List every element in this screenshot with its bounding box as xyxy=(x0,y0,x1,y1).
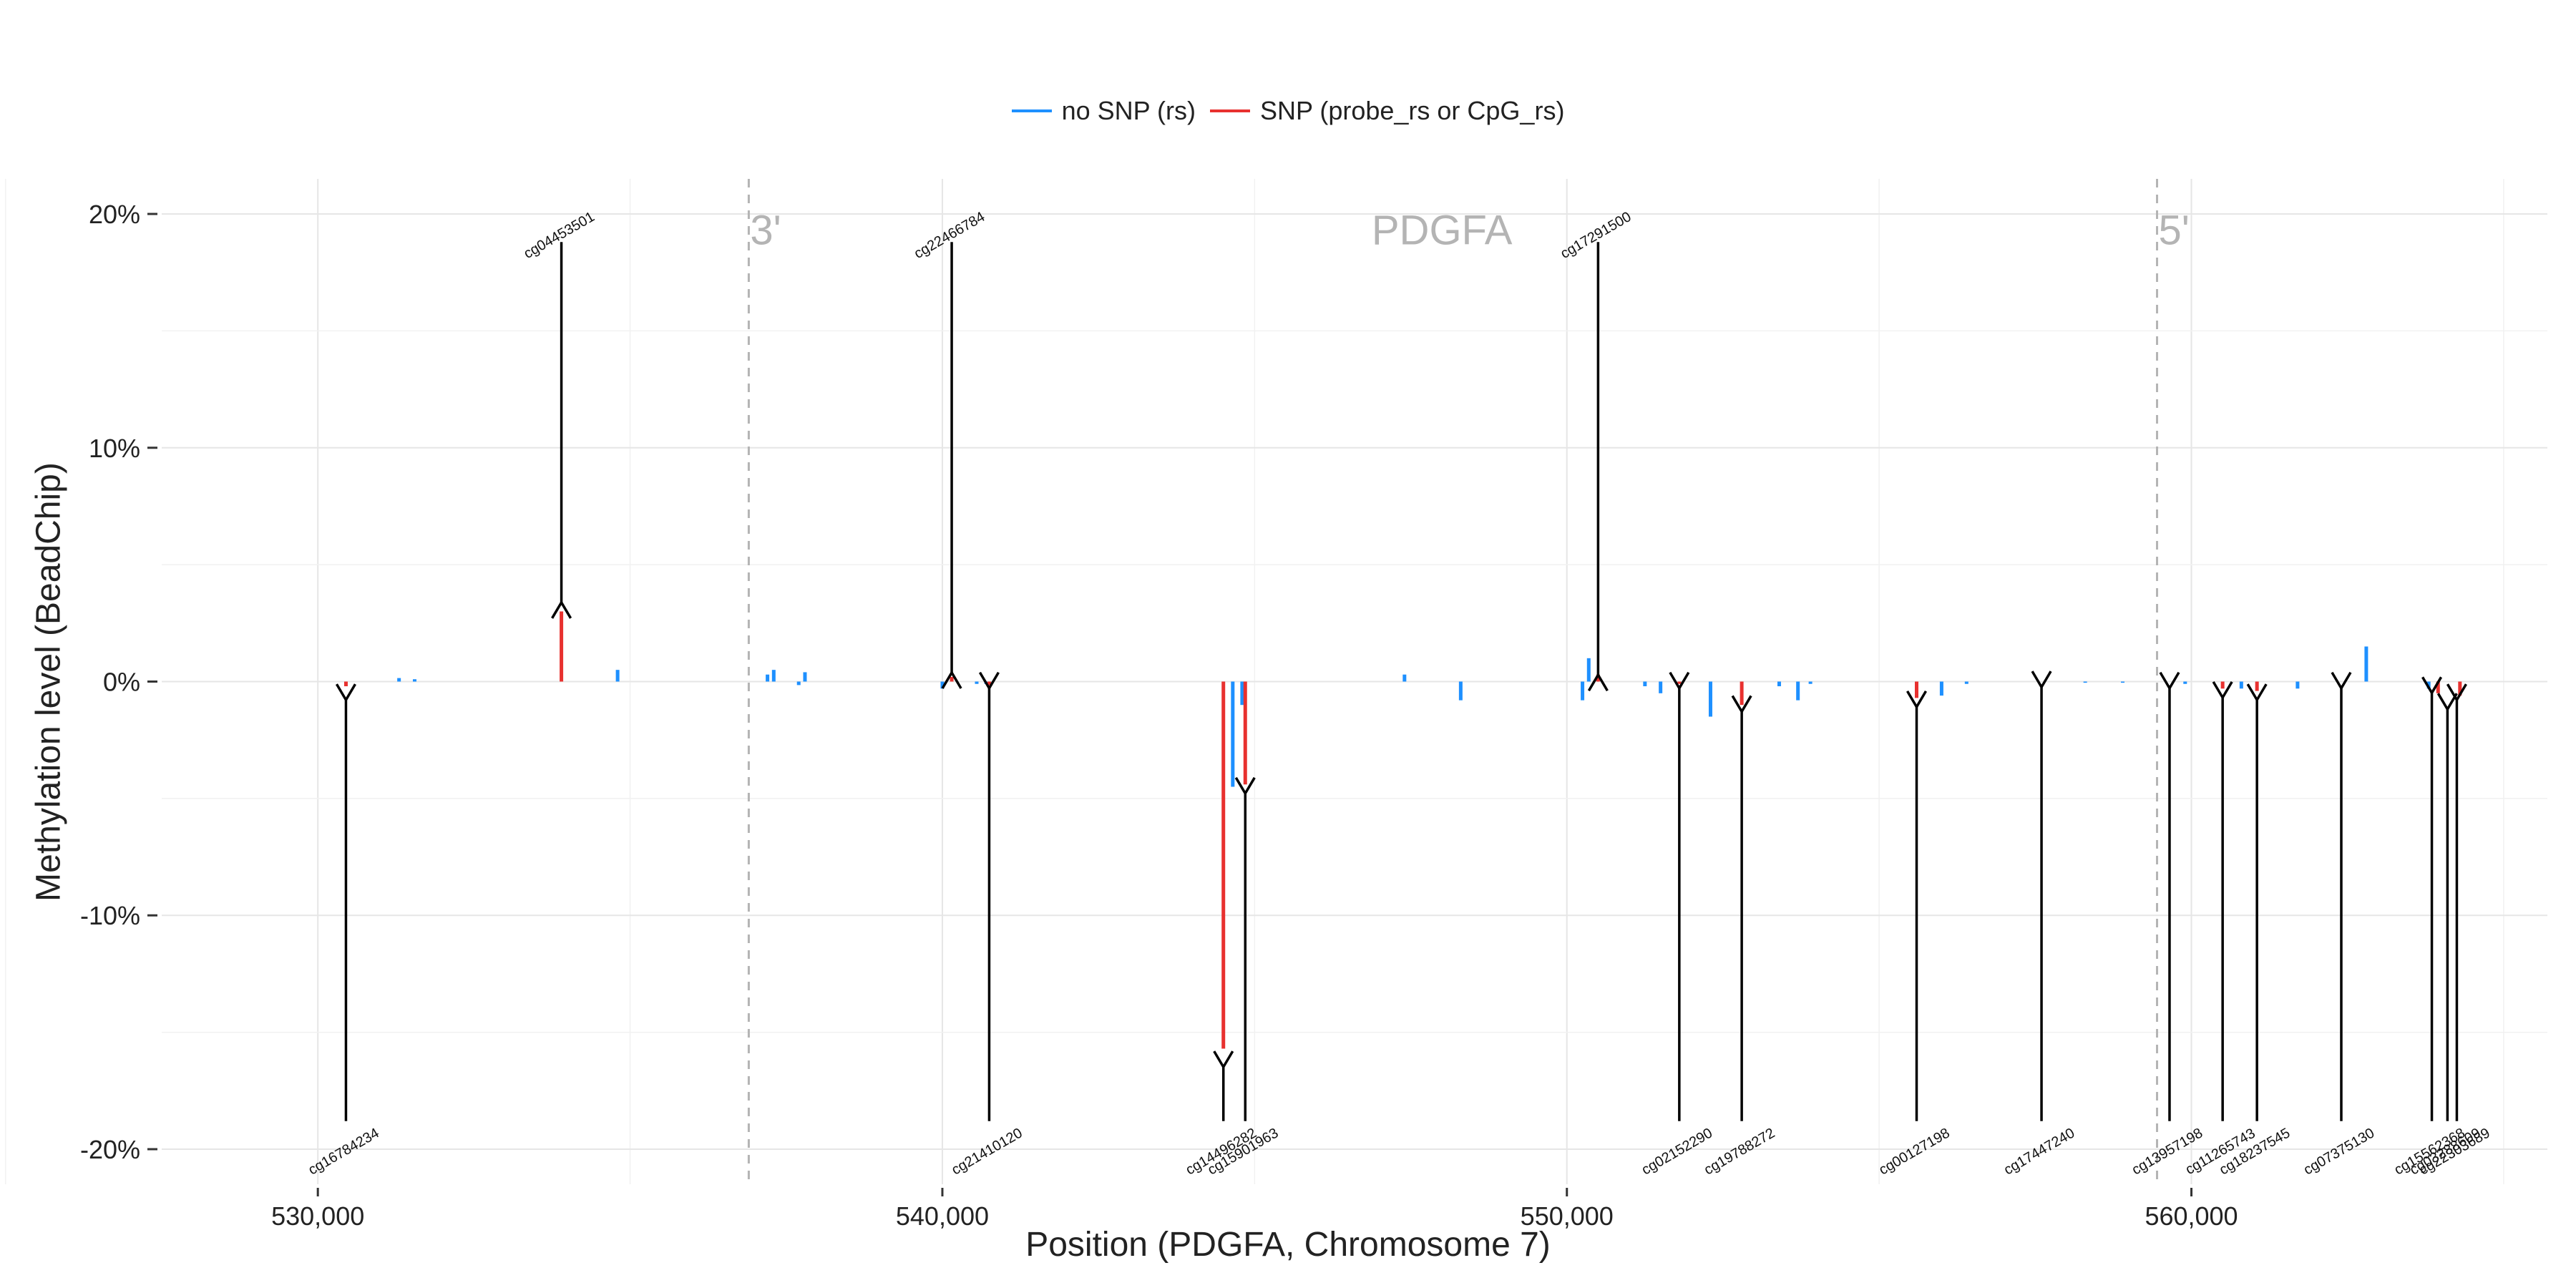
bar-snp xyxy=(343,681,348,687)
arrow-head xyxy=(1587,672,1609,692)
y-tick-label: 20% xyxy=(89,200,140,229)
bar-no-snp xyxy=(397,678,401,682)
bar-snp xyxy=(1677,681,1682,684)
legend: no SNP (rs) SNP (probe_rs or CpG_rs) xyxy=(0,96,2576,126)
legend-swatch-no-snp xyxy=(1011,109,1052,112)
gene-end-label: 5' xyxy=(2159,207,2190,253)
legend-item-snp: SNP (probe_rs or CpG_rs) xyxy=(1209,96,1565,126)
arrow-head xyxy=(1731,695,1752,714)
y-tick-label: -10% xyxy=(80,901,140,930)
bar-no-snp xyxy=(2183,681,2187,684)
x-tick-label: 530,000 xyxy=(271,1201,364,1231)
x-axis-title: Position (PDGFA, Chromosome 7) xyxy=(1025,1226,1551,1264)
bar-snp xyxy=(1740,681,1744,706)
bar-no-snp xyxy=(1581,681,1585,701)
probe-label: cg07375130 xyxy=(2301,1126,2377,1179)
arrow-head xyxy=(1669,671,1690,691)
y-tick-label: 0% xyxy=(103,668,140,697)
bar-no-snp xyxy=(1708,681,1712,717)
gene-start-label: 3' xyxy=(750,207,781,253)
legend-label-no-snp: no SNP (rs) xyxy=(1061,96,1196,125)
arrow-head xyxy=(335,683,356,703)
x-tick-label: 550,000 xyxy=(1521,1201,1614,1231)
legend-item-no-snp: no SNP (rs) xyxy=(1011,96,1196,126)
probe-label: cg02152290 xyxy=(1639,1126,1715,1179)
x-tick-label: 560,000 xyxy=(2145,1201,2238,1231)
gene-region-markers: 3' 5' PDGFA xyxy=(747,179,2190,1184)
bar-no-snp xyxy=(1402,674,1407,682)
bar-no-snp xyxy=(1231,681,1235,787)
bar-no-snp xyxy=(975,681,979,684)
y-tick-label: -20% xyxy=(80,1135,140,1164)
arrow-head xyxy=(2331,671,2352,691)
arrow-head xyxy=(1906,691,1928,710)
bar-no-snp xyxy=(412,679,416,682)
y-axis-title: Methylation level (BeadChip) xyxy=(29,462,68,902)
bar-no-snp xyxy=(2364,646,2368,682)
bar-no-snp xyxy=(1964,681,1968,684)
bar-snp xyxy=(1221,681,1226,1049)
probe-label: cg22466784 xyxy=(912,209,987,262)
arrow-head xyxy=(1234,776,1256,796)
bar-no-snp xyxy=(1796,681,1800,701)
bar-no-snp xyxy=(1458,681,1463,701)
bar-no-snp xyxy=(940,681,945,689)
legend-label-snp: SNP (probe_rs or CpG_rs) xyxy=(1259,96,1565,125)
bar-no-snp xyxy=(1777,681,1781,687)
bar-no-snp xyxy=(803,672,807,682)
bar-no-snp xyxy=(1808,681,1813,684)
bar-snp xyxy=(987,681,991,686)
arrow-head xyxy=(2031,670,2052,690)
probe-label: cg21410120 xyxy=(949,1126,1025,1179)
arrow-head xyxy=(2436,693,2458,712)
bar-no-snp xyxy=(2121,681,2125,683)
bar-no-snp xyxy=(1643,681,1647,687)
bar-snp xyxy=(560,611,564,682)
bar-no-snp xyxy=(615,670,620,682)
methylation-bars xyxy=(343,611,2462,1049)
probe-label: cg00127198 xyxy=(1876,1126,1952,1179)
bar-no-snp xyxy=(2426,681,2431,689)
arrow-head xyxy=(978,671,1000,691)
bar-no-snp xyxy=(2239,681,2243,689)
bar-snp xyxy=(2255,681,2259,691)
arrow-head xyxy=(1213,1050,1234,1070)
bar-no-snp xyxy=(771,670,776,682)
bar-snp xyxy=(2458,681,2462,696)
bar-no-snp xyxy=(766,674,770,682)
arrow-head xyxy=(2159,671,2180,691)
bar-snp xyxy=(2436,681,2440,693)
bar-snp xyxy=(1596,674,1600,682)
probe-label: cg19788272 xyxy=(1702,1126,1777,1179)
bar-snp xyxy=(2220,681,2225,689)
bar-snp xyxy=(950,676,954,682)
x-tick-label: 540,000 xyxy=(896,1201,989,1231)
arrow-head xyxy=(2421,676,2443,696)
legend-swatch-snp xyxy=(1209,109,1250,112)
arrow-head xyxy=(551,600,572,619)
bar-snp xyxy=(1243,681,1247,785)
bar-snp xyxy=(1914,681,1918,698)
bar-no-snp xyxy=(1240,681,1244,706)
arrow-head xyxy=(941,670,962,689)
probe-label: cg04453501 xyxy=(521,209,597,262)
gene-name-label: PDGFA xyxy=(1372,207,1513,253)
grid xyxy=(5,179,2547,1184)
arrow-head xyxy=(2246,683,2268,703)
arrow-head xyxy=(2212,680,2233,701)
bar-no-snp xyxy=(2296,681,2300,689)
bar-no-snp xyxy=(2083,681,2087,683)
arrow-head xyxy=(2446,683,2467,703)
bar-no-snp xyxy=(1586,658,1591,682)
axes: 530,000 540,000 550,000 560,000 20% 10% 0% -10%… xyxy=(80,200,2238,1231)
bar-no-snp xyxy=(796,681,801,686)
bar-no-snp xyxy=(1659,681,1663,693)
probe-label: cg17291500 xyxy=(1558,209,1634,262)
bar-no-snp xyxy=(1939,681,1943,696)
y-tick-label: 10% xyxy=(89,434,140,463)
probe-label: cg17447240 xyxy=(2001,1126,2077,1179)
